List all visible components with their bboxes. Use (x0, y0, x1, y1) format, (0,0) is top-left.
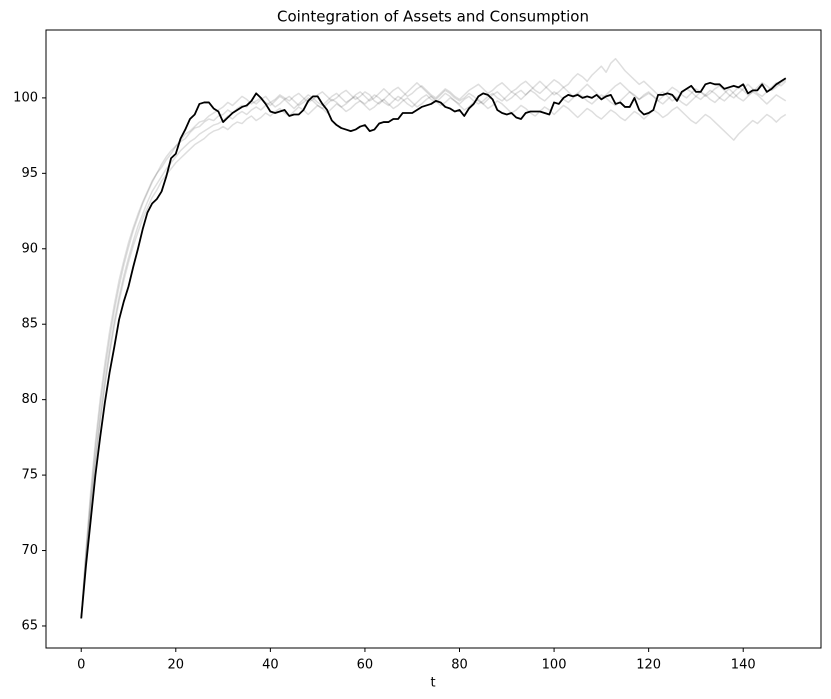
x-tick-label: 120 (636, 658, 661, 673)
series-line (80, 77, 787, 619)
y-tick-label: 75 (21, 468, 38, 483)
y-tick-label: 100 (13, 90, 38, 105)
y-tick-label: 80 (21, 392, 38, 407)
chart-title: Cointegration of Assets and Consumption (277, 8, 589, 26)
y-tick-label: 90 (21, 241, 38, 256)
series-line (80, 57, 787, 619)
x-axis-label: t (430, 676, 435, 691)
x-tick-label: 20 (168, 658, 185, 673)
series-line (80, 95, 787, 619)
x-tick-label: 100 (542, 658, 567, 673)
y-tick-label: 65 (21, 618, 38, 633)
series-line (80, 80, 787, 619)
x-tick-label: 140 (731, 658, 756, 673)
y-tick-label: 85 (21, 317, 38, 332)
x-tick-label: 40 (262, 658, 279, 673)
y-tick-label: 70 (21, 543, 38, 558)
plot-frame (45, 29, 822, 649)
y-tick-label: 95 (21, 166, 38, 181)
x-tick-label: 60 (357, 658, 374, 673)
x-tick-label: 80 (451, 658, 468, 673)
series-line (80, 80, 787, 619)
x-tick-label: 0 (77, 658, 85, 673)
